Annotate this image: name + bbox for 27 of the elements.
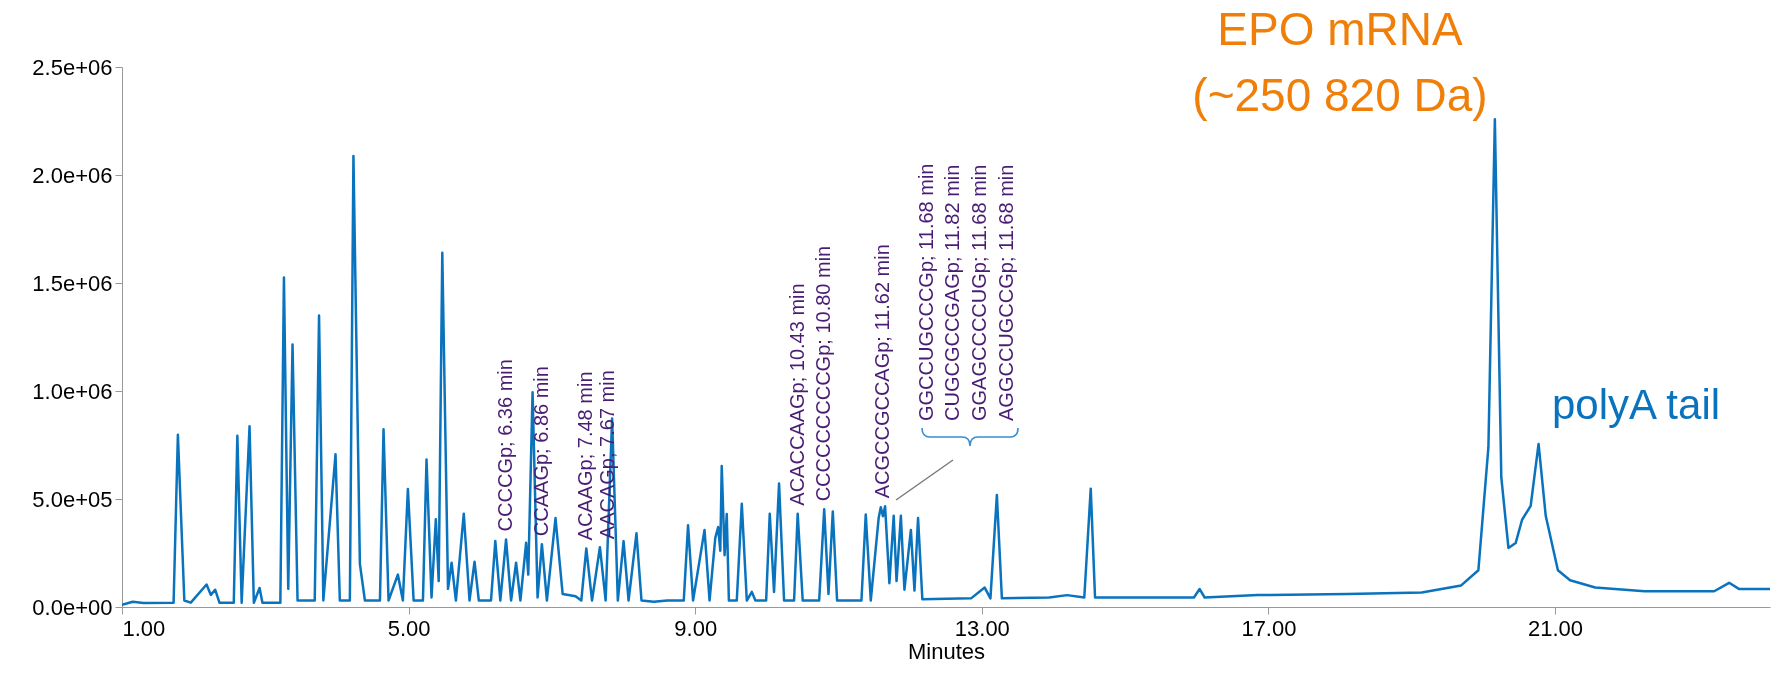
- x-axis-title: Minutes: [907, 638, 986, 664]
- text: EPO mRNA: [1217, 3, 1463, 55]
- x-tick-label: 9.00: [674, 615, 718, 641]
- y-tick-label: 0.0e+00: [32, 594, 113, 620]
- x-tick-label: 5.00: [387, 615, 431, 641]
- annotation: CCAAGp; 6.86 min: [529, 366, 552, 537]
- annotation: AACAGp; 7.67 min: [596, 370, 619, 540]
- x-tick-label: 17.00: [1241, 615, 1297, 641]
- annotation: polyA tail: [1551, 381, 1721, 428]
- annotation: CUGCGCCGAGp; 11.82 min: [941, 164, 963, 421]
- annotation: CCCCGp; 6.36 min: [494, 359, 517, 532]
- x-tick-label: 13.00: [954, 615, 1010, 641]
- x-tick-label: 21.00: [1528, 615, 1584, 641]
- annotation: (~250 820 Da): [1192, 69, 1488, 121]
- y-tick-label: 1.0e+06: [32, 378, 113, 404]
- annotation: ACGCCGCCAGp; 11.62 min: [870, 244, 893, 499]
- y-tick-label: 2.0e+06: [32, 162, 113, 188]
- y-tick-label: 1.5e+06: [32, 270, 113, 296]
- annotation: GGAGCCCCUGp; 11.68 min: [968, 164, 990, 421]
- annotation: ACAAGp; 7.48 min: [574, 371, 597, 541]
- y-tick-label: 5.0e+05: [32, 486, 113, 512]
- annotation: AGGCCUGCCGp; 11.68 min: [995, 164, 1017, 421]
- x-tick-label: 1.00: [122, 615, 166, 641]
- annotation: ACACCAAGp; 10.43 min: [785, 283, 808, 506]
- y-tick-label: 2.5e+06: [32, 54, 113, 80]
- annotation: GGCCUGCCCGp; 11.68 min: [915, 163, 937, 421]
- annotation: CCCCCCCCCGp; 10.80 min: [812, 245, 835, 502]
